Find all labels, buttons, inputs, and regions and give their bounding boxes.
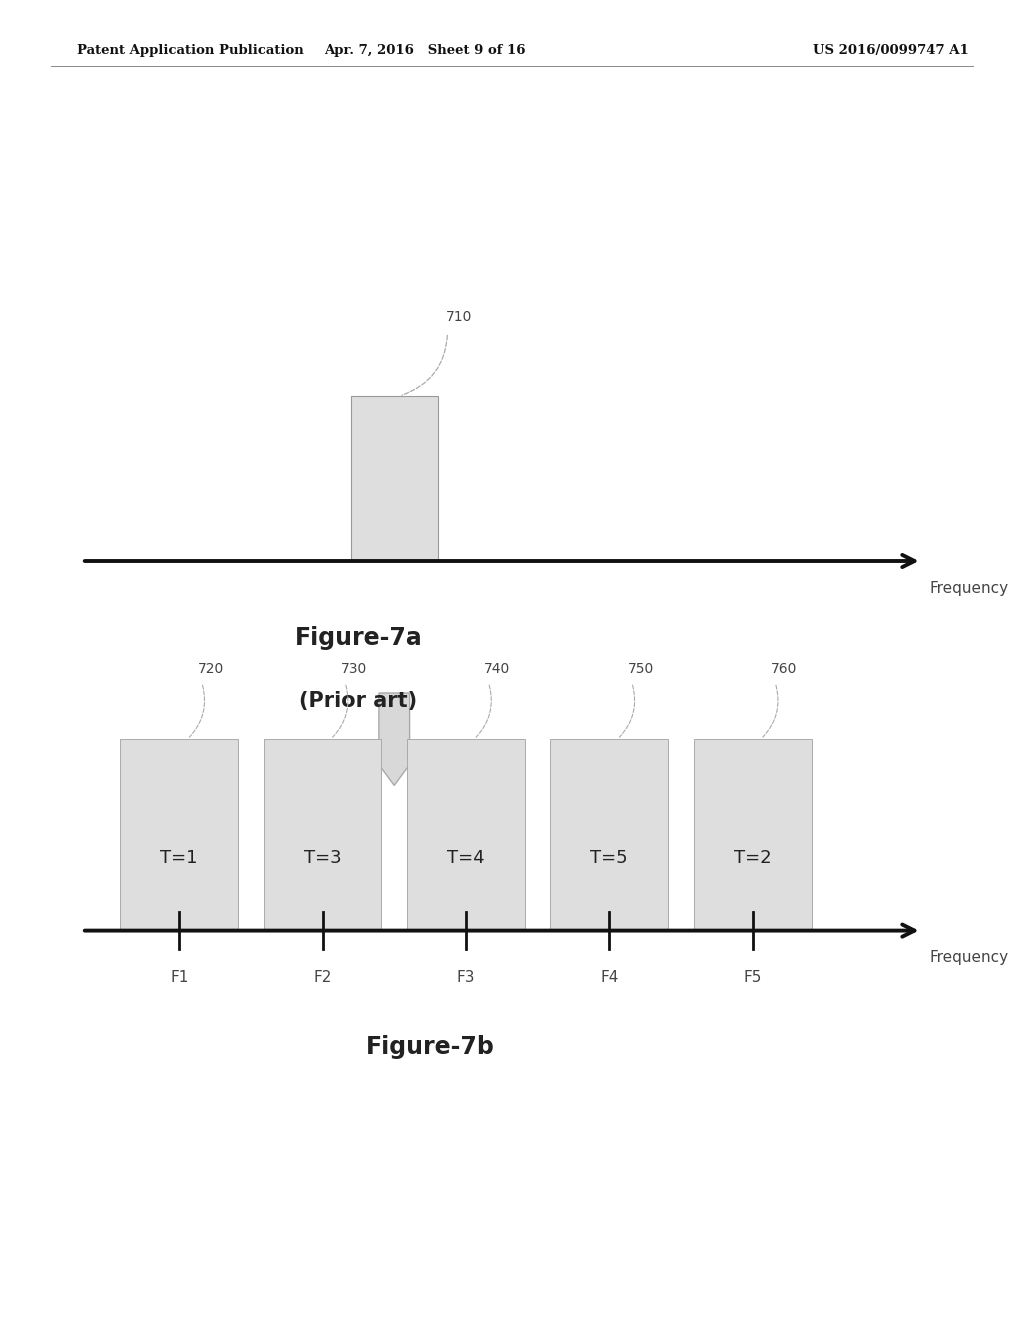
- Text: F3: F3: [457, 970, 475, 985]
- Bar: [350, 396, 438, 561]
- Text: F5: F5: [743, 970, 762, 985]
- Text: T=3: T=3: [304, 849, 341, 867]
- Text: 730: 730: [341, 661, 368, 676]
- Bar: [694, 739, 811, 931]
- Text: Figure-7b: Figure-7b: [366, 1035, 495, 1059]
- Text: 760: 760: [771, 661, 798, 676]
- Text: Figure-7a: Figure-7a: [295, 626, 422, 649]
- Text: F2: F2: [313, 970, 332, 985]
- Bar: [408, 739, 525, 931]
- Text: T=5: T=5: [591, 849, 628, 867]
- Text: T=2: T=2: [734, 849, 771, 867]
- Bar: [551, 739, 668, 931]
- Text: F4: F4: [600, 970, 618, 985]
- Text: Patent Application Publication: Patent Application Publication: [77, 44, 303, 57]
- Text: Frequency: Frequency: [930, 950, 1009, 965]
- Text: (Prior art): (Prior art): [299, 690, 418, 711]
- Text: 750: 750: [628, 661, 654, 676]
- Text: 720: 720: [198, 661, 224, 676]
- Text: T=4: T=4: [447, 849, 484, 867]
- Text: 740: 740: [484, 661, 511, 676]
- Bar: [264, 739, 381, 931]
- Text: Frequency: Frequency: [930, 581, 1009, 595]
- Text: US 2016/0099747 A1: US 2016/0099747 A1: [813, 44, 969, 57]
- Text: 710: 710: [445, 310, 472, 323]
- Text: F1: F1: [170, 970, 188, 985]
- Bar: [121, 739, 238, 931]
- Polygon shape: [364, 693, 425, 785]
- Text: Apr. 7, 2016   Sheet 9 of 16: Apr. 7, 2016 Sheet 9 of 16: [325, 44, 525, 57]
- Text: T=1: T=1: [161, 849, 198, 867]
